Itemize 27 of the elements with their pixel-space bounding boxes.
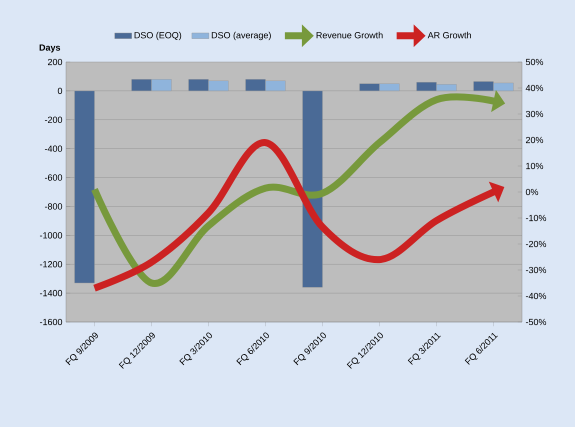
y2-tick-label: -20%: [526, 240, 546, 248]
y2-tick-label: 20%: [526, 136, 544, 144]
y-tick-label: -600: [44, 174, 62, 181]
legend-label: DSO (EOQ): [134, 32, 182, 40]
y-axis-title: Days: [40, 44, 60, 52]
y2-tick-label: 0%: [526, 188, 538, 196]
y2-tick-label: 40%: [526, 84, 544, 92]
y2-tick-label: 30%: [526, 110, 544, 118]
bar: [74, 90, 95, 284]
legend-label: DSO (average): [212, 32, 271, 40]
y-tick-label: -1200: [40, 261, 62, 268]
y-tick-label: -200: [44, 116, 62, 123]
y2-tick-label: -50%: [526, 318, 546, 326]
y-tick-label: -1400: [40, 290, 62, 296]
y-tick-label: -400: [44, 145, 62, 152]
y-tick-label: -1000: [40, 232, 62, 239]
y2-tick-label: 50%: [526, 58, 544, 66]
y2-tick-label: -30%: [526, 266, 546, 274]
y-tick-label: -1600: [40, 318, 62, 326]
y2-tick-label: -40%: [526, 292, 546, 300]
y-tick-label: 0: [58, 88, 62, 94]
y2-tick-label: 10%: [526, 162, 544, 170]
legend-label: AR Growth: [428, 32, 471, 38]
y-tick-label: -800: [44, 203, 62, 210]
legend-label: Revenue Growth: [316, 32, 383, 38]
y2-tick-label: -10%: [526, 214, 546, 222]
y-tick-label: 200: [48, 58, 62, 66]
